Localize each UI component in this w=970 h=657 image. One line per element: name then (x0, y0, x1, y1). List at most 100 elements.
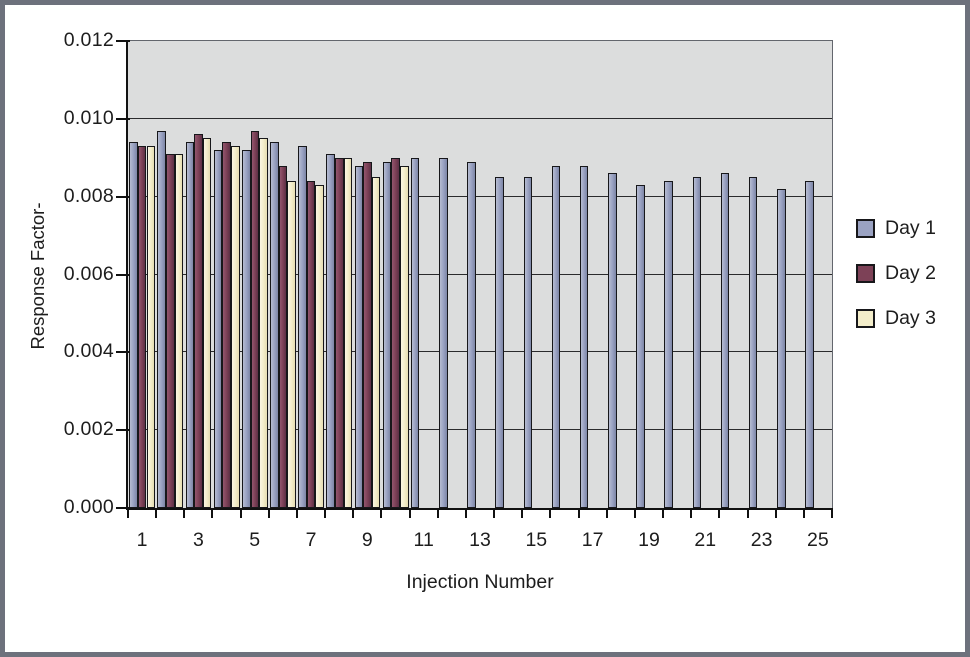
gridline (128, 117, 832, 119)
bar-day1-injection-8 (326, 153, 335, 508)
bar-day3-injection-4 (230, 146, 240, 508)
bar-day3-injection-1 (146, 146, 156, 508)
x-tick (774, 508, 777, 518)
x-tick (352, 508, 355, 518)
x-tick (577, 508, 580, 518)
bar-day3-injection-7 (315, 185, 325, 508)
legend-label-day1: Day 1 (885, 217, 936, 239)
plot-area (126, 40, 833, 510)
x-tick-label: 5 (249, 529, 261, 551)
x-tick (324, 508, 327, 518)
x-tick-label: 23 (750, 529, 773, 551)
gridline (128, 195, 832, 197)
y-tick (116, 195, 130, 198)
bar-day1-injection-24 (776, 188, 786, 508)
y-tick-label: 0.008 (63, 184, 114, 207)
bar-day1-injection-16 (551, 165, 561, 508)
bar-day1-injection-19 (636, 185, 645, 508)
x-axis-title: Injection Number (406, 571, 554, 593)
x-tick (633, 508, 636, 518)
x-tick-label: 15 (525, 529, 548, 551)
bar-day1-injection-14 (495, 177, 504, 508)
x-tick (211, 508, 214, 518)
y-tick (116, 351, 130, 354)
y-tick (116, 429, 130, 432)
bar-day1-injection-12 (439, 157, 448, 508)
bar-day3-injection-2 (174, 153, 184, 508)
x-tick-label: 19 (638, 529, 660, 551)
y-tick-label: 0.012 (63, 29, 114, 51)
bar-day1-injection-25 (805, 181, 814, 508)
x-tick (549, 508, 552, 518)
bar-day1-injection-1 (129, 142, 138, 508)
x-tick (295, 508, 298, 518)
x-tick-label: 3 (192, 529, 204, 551)
x-tick (493, 508, 496, 518)
bar-day3-injection-6 (287, 181, 296, 508)
x-tick (436, 508, 439, 518)
gridline (128, 351, 832, 353)
x-tick (127, 508, 129, 518)
bar-day1-injection-22 (720, 173, 730, 508)
x-tick (464, 508, 467, 518)
y-tick (116, 507, 130, 509)
bar-day3-injection-3 (202, 138, 212, 508)
bar-day1-injection-15 (523, 177, 533, 508)
x-tick (831, 508, 833, 518)
x-tick-label: 13 (469, 529, 491, 551)
bar-day1-injection-17 (579, 165, 589, 508)
y-tick-label: 0.004 (63, 340, 114, 363)
y-tick-label: 0.002 (63, 418, 114, 441)
x-tick (718, 508, 721, 518)
bar-day2-injection-4 (222, 142, 231, 508)
x-tick (408, 508, 411, 518)
gridline (128, 429, 832, 431)
x-tick (802, 508, 805, 518)
bar-day1-injection-7 (298, 146, 307, 508)
y-tick-label: 0.006 (63, 262, 114, 285)
bar-day1-injection-10 (382, 161, 392, 508)
bar-day1-injection-5 (241, 149, 251, 508)
bar-day2-injection-6 (278, 165, 288, 508)
x-tick (183, 508, 186, 518)
legend-swatch-day3 (856, 309, 875, 328)
bar-day2-injection-1 (137, 146, 147, 508)
y-tick (116, 273, 130, 276)
bar-day2-injection-7 (306, 181, 316, 508)
bar-day1-injection-23 (748, 177, 758, 508)
bar-day2-injection-9 (363, 161, 372, 508)
x-tick (605, 508, 608, 518)
legend: Day 1 Day 2 Day 3 (856, 217, 936, 352)
legend-swatch-day1 (856, 219, 875, 238)
bar-day1-injection-9 (354, 165, 364, 508)
bar-day3-injection-9 (371, 177, 381, 508)
legend-item-day3: Day 3 (856, 307, 936, 330)
x-tick (746, 508, 749, 518)
legend-swatch-day2 (856, 264, 875, 283)
x-tick (239, 508, 242, 518)
bar-day1-injection-2 (157, 130, 167, 508)
x-tick-label: 1 (136, 529, 148, 551)
bar-day1-injection-3 (185, 142, 195, 508)
x-tick (267, 508, 270, 518)
gridline (128, 273, 832, 275)
bar-day2-injection-8 (335, 157, 344, 508)
bar-day1-injection-21 (692, 177, 702, 508)
bar-day2-injection-5 (250, 130, 260, 508)
bar-day3-injection-5 (259, 138, 268, 508)
x-tick (690, 508, 693, 518)
x-tick-label: 25 (807, 529, 829, 551)
bar-day1-injection-4 (213, 149, 223, 508)
bar-day2-injection-10 (391, 157, 400, 508)
x-tick (662, 508, 665, 518)
y-tick (116, 117, 130, 120)
x-tick-label: 9 (361, 529, 373, 551)
legend-item-day1: Day 1 (856, 217, 936, 240)
legend-item-day2: Day 2 (856, 262, 936, 285)
y-tick-label: 0.010 (63, 106, 114, 129)
x-tick-label: 7 (305, 529, 317, 551)
bar-day1-injection-13 (467, 161, 476, 508)
y-tick (116, 40, 130, 42)
x-tick (380, 508, 383, 518)
